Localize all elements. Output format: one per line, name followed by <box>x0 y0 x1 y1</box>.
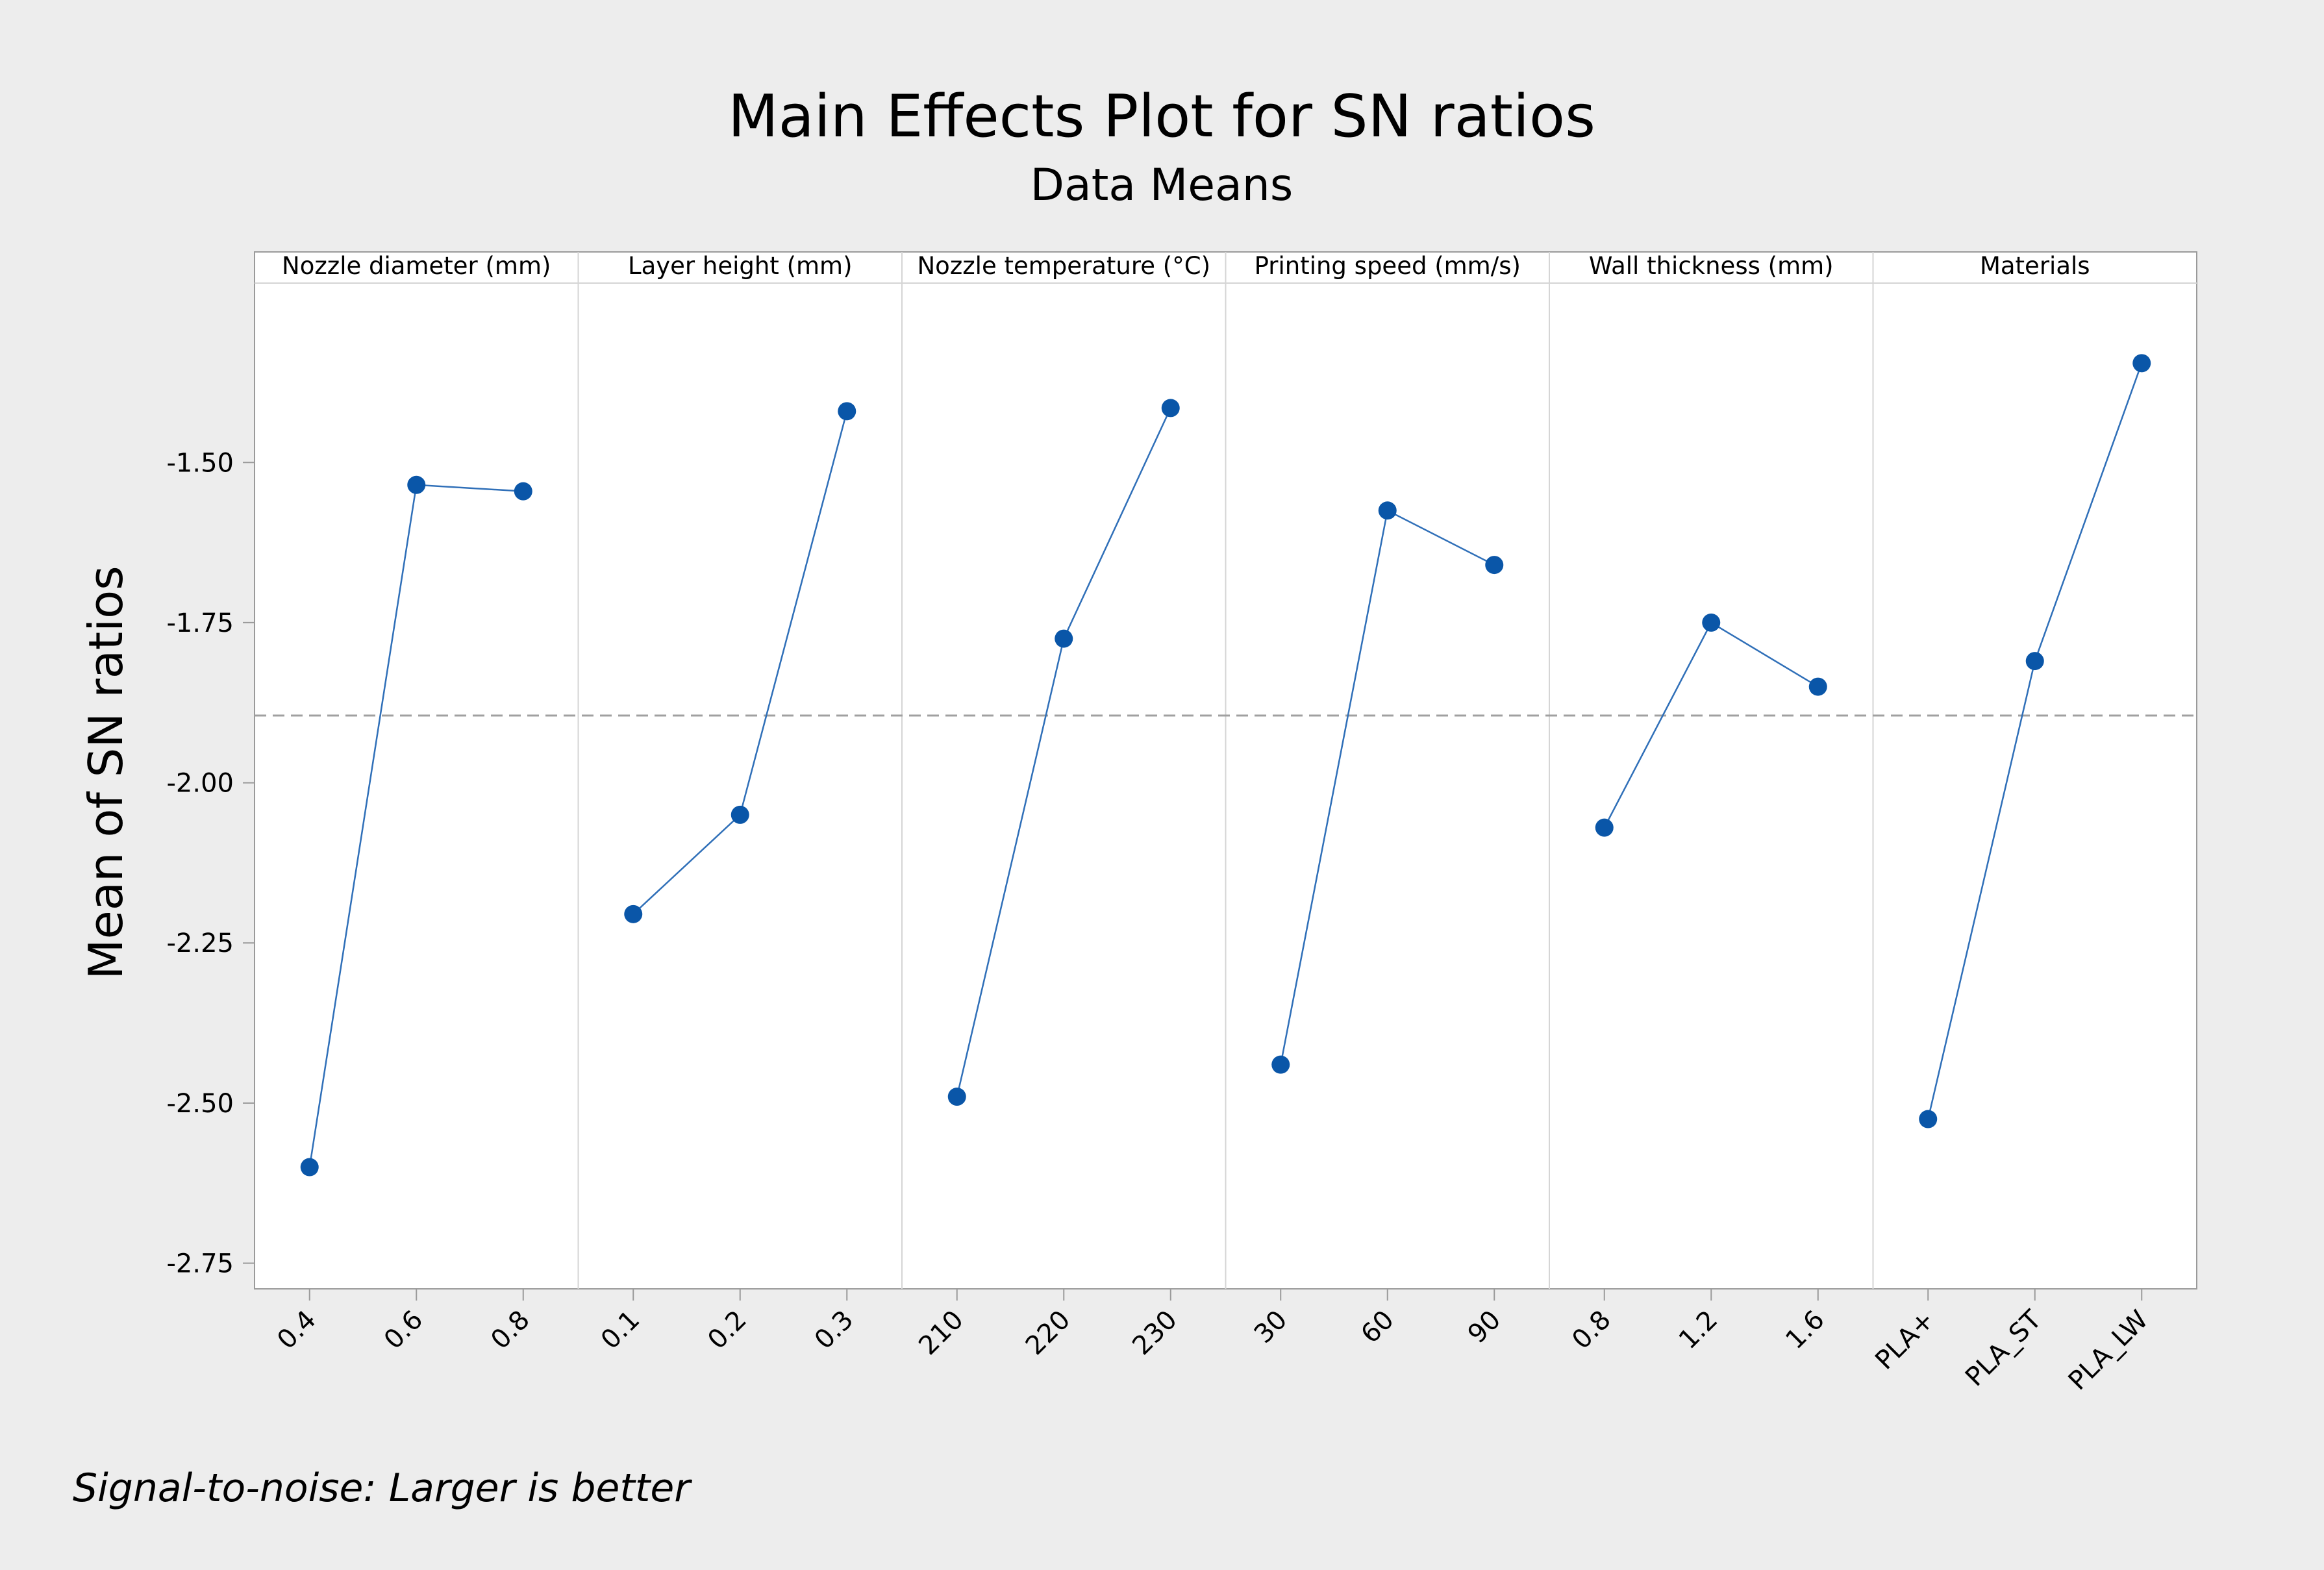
panel-title: Materials <box>1980 252 2090 280</box>
data-point <box>947 1088 966 1106</box>
data-point <box>1378 501 1397 520</box>
data-point <box>2132 354 2151 373</box>
y-axis-label: Mean of SN ratios <box>79 566 133 979</box>
data-point <box>1271 1055 1290 1074</box>
y-tick-label: -2.25 <box>167 928 234 958</box>
plot-area: -1.50 -1.75 -2.00 -2.25 -2.50 -2.75 Nozzle dia… <box>167 251 2197 1396</box>
data-point <box>407 475 426 494</box>
chart-subtitle: Data Means <box>1031 160 1293 211</box>
data-point <box>1595 818 1614 837</box>
data-point <box>624 904 643 923</box>
data-point <box>2025 652 2044 671</box>
y-tick-label: -1.75 <box>167 608 234 638</box>
data-point <box>300 1158 319 1177</box>
data-point <box>1919 1110 1938 1128</box>
y-tick-label: -1.50 <box>167 448 234 478</box>
data-point <box>1055 629 1073 648</box>
panel-title: Nozzle diameter (mm) <box>282 252 551 280</box>
data-point <box>838 402 856 421</box>
y-tick-label: -2.00 <box>167 769 234 799</box>
panel-title: Layer height (mm) <box>628 252 853 280</box>
data-point <box>514 482 532 501</box>
data-point <box>1702 613 1721 632</box>
chart-title: Main Effects Plot for SN ratios <box>728 82 1595 151</box>
data-point <box>1485 556 1504 575</box>
data-point <box>1161 399 1180 417</box>
panel-title: Wall thickness (mm) <box>1589 252 1834 280</box>
footnote: Signal-to-noise: Larger is better <box>73 1465 692 1511</box>
y-tick-label: -2.50 <box>167 1089 234 1119</box>
data-point <box>1808 677 1827 696</box>
panel-title: Printing speed (mm/s) <box>1255 252 1521 280</box>
data-point <box>731 805 749 824</box>
y-tick-label: -2.75 <box>167 1249 234 1279</box>
panel-title: Nozzle temperature (°C) <box>918 252 1211 280</box>
